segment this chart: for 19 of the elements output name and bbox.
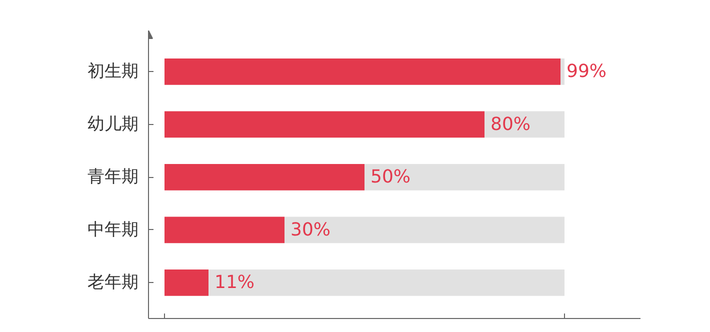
bar [208,269,564,296]
bar [364,164,564,190]
bar [560,58,564,85]
data-label: 80% [490,114,531,135]
bar [164,269,208,296]
bar [164,216,284,244]
bar [164,164,364,190]
y-tick-label: 幼儿期 [88,114,138,134]
y-tick-label: 老年期 [88,272,138,293]
y-tick-label: 中年期 [88,220,138,240]
y-tick-label: 初生期 [88,62,138,82]
bar [164,58,560,85]
data-label: 30% [290,219,331,240]
data-label: 11% [214,272,255,294]
bar [164,111,484,138]
data-label: 50% [370,166,411,188]
data-label: 99% [566,61,607,82]
y-tick-label: 青年期 [88,167,138,188]
bar [284,216,564,244]
